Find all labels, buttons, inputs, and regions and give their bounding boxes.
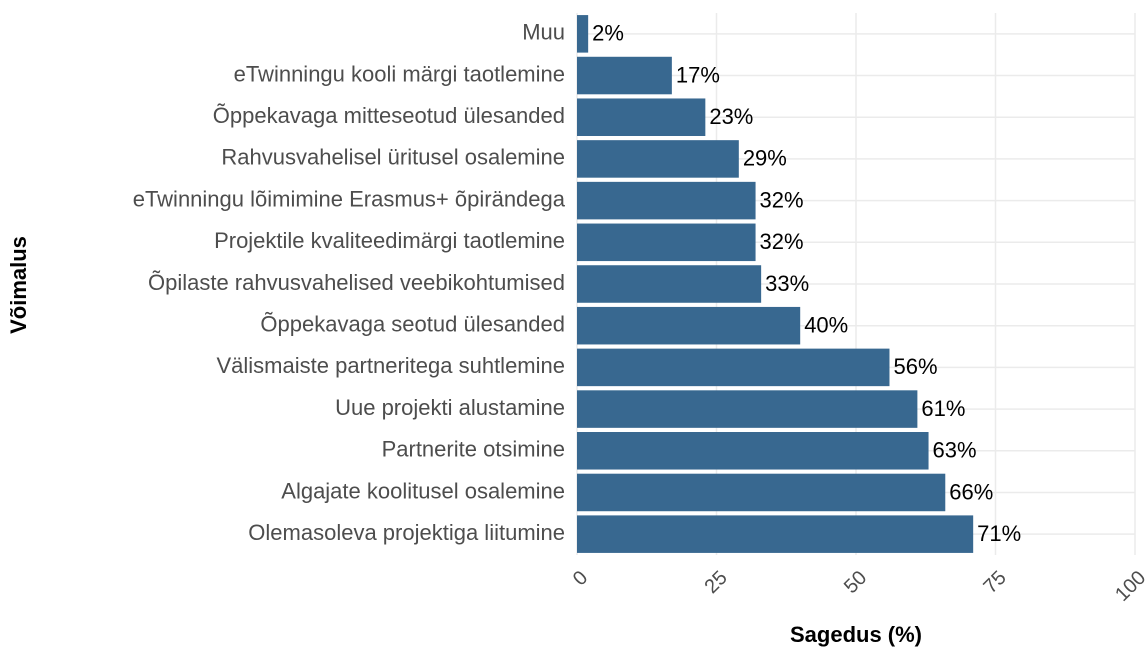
bar	[577, 15, 589, 53]
x-tick-label: 25	[700, 567, 731, 598]
bar	[577, 56, 672, 95]
data-label: 32%	[760, 229, 804, 254]
bar	[577, 306, 801, 345]
x-tick-label: 100	[1111, 567, 1148, 606]
y-tick-label: Õpilaste rahvusvahelised veebikohtumised	[148, 270, 565, 295]
bar	[577, 473, 946, 512]
y-tick-label: Välismaiste partneritega suhtlemine	[216, 353, 565, 378]
y-tick-label: Partnerite otsimine	[382, 437, 565, 462]
y-tick-label: Algajate koolitusel osalemine	[281, 478, 565, 503]
y-tick-label: Projektile kvaliteedimärgi taotlemine	[214, 228, 565, 253]
x-axis-title: Sagedus (%)	[790, 622, 922, 647]
data-label: 2%	[592, 21, 624, 46]
data-label: 71%	[977, 521, 1021, 546]
y-tick-label: Olemasoleva projektiga liitumine	[248, 520, 565, 545]
data-label: 61%	[921, 396, 965, 421]
y-tick-label: eTwinningu lõimimine Erasmus+ õpirändega	[133, 186, 566, 211]
bar	[577, 265, 762, 303]
data-label: 63%	[933, 438, 977, 463]
bar	[577, 140, 739, 178]
data-label: 40%	[804, 313, 848, 338]
x-tick-label: 0	[569, 567, 592, 590]
bar	[577, 223, 756, 262]
data-label: 66%	[949, 479, 993, 504]
data-label: 56%	[893, 354, 937, 379]
data-label: 33%	[765, 271, 809, 296]
bar	[577, 98, 706, 136]
data-label: 32%	[760, 187, 804, 212]
y-tick-label: Õppekavaga seotud ülesanded	[260, 312, 565, 337]
y-tick-label: eTwinningu kooli märgi taotlemine	[234, 61, 565, 86]
x-tick-label: 75	[979, 567, 1010, 598]
y-tick-label: Õppekavaga mitteseotud ülesanded	[213, 103, 565, 128]
bar	[577, 390, 918, 428]
y-axis-title: Võimalus	[6, 236, 31, 334]
x-tick-label: 50	[840, 567, 871, 598]
bar	[577, 348, 890, 387]
data-label: 17%	[676, 62, 720, 87]
y-tick-label: Uue projekti alustamine	[335, 395, 565, 420]
data-label: 23%	[709, 104, 753, 129]
bar	[577, 432, 929, 470]
y-tick-label: Rahvusvahelisel üritusel osalemine	[221, 145, 565, 170]
bar	[577, 181, 756, 220]
y-tick-label: Muu	[522, 20, 565, 45]
data-label: 29%	[743, 146, 787, 171]
bar	[577, 515, 974, 553]
